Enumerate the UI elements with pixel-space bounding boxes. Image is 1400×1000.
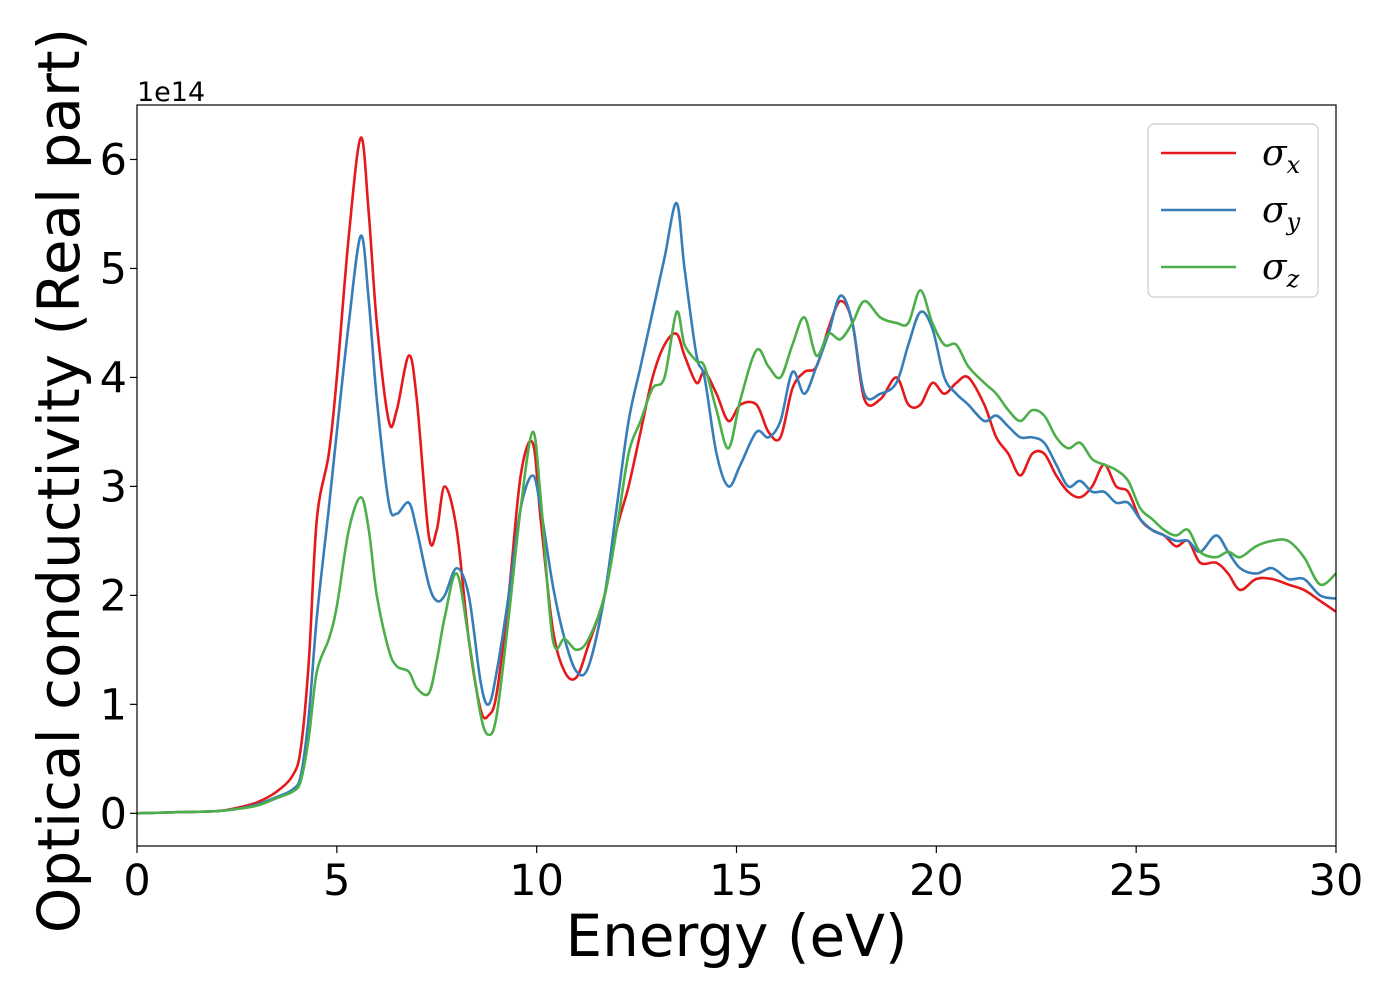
y-tick-label: 2: [100, 571, 127, 621]
x-axis-label: Energy (eV): [565, 902, 907, 970]
ticks-layer: 0 5 10 15 20 25 30 0 1 2 3 4 5 6: [100, 135, 1364, 906]
x-tick-label: 0: [123, 856, 150, 906]
y-tick-label: 0: [100, 789, 127, 839]
y-tick-label: 6: [100, 135, 127, 185]
series-line-y: [137, 201, 1336, 815]
series-line-z: [137, 288, 1336, 815]
legend-label-x: σx: [1262, 133, 1301, 179]
legend-label-z: σz: [1262, 247, 1300, 293]
y-axis-label: Optical conductivity (Real part): [25, 28, 93, 933]
y-tick-label: 3: [100, 462, 127, 512]
x-tick-label: 25: [1109, 856, 1164, 906]
series-line-x: [137, 136, 1336, 815]
y-tick-label: 4: [100, 353, 127, 403]
series-layer: [137, 136, 1336, 815]
legend: σx σy σz: [1147, 123, 1319, 298]
legend-label-y: σy: [1262, 190, 1301, 236]
y-offset-text: 1e14: [137, 77, 205, 108]
x-tick-label: 15: [709, 856, 764, 906]
y-tick-label: 5: [100, 244, 127, 294]
x-tick-label: 30: [1309, 856, 1364, 906]
x-tick-label: 5: [323, 856, 350, 906]
y-tick-label: 1: [100, 680, 127, 730]
x-tick-label: 20: [909, 856, 964, 906]
x-tick-label: 10: [509, 856, 564, 906]
